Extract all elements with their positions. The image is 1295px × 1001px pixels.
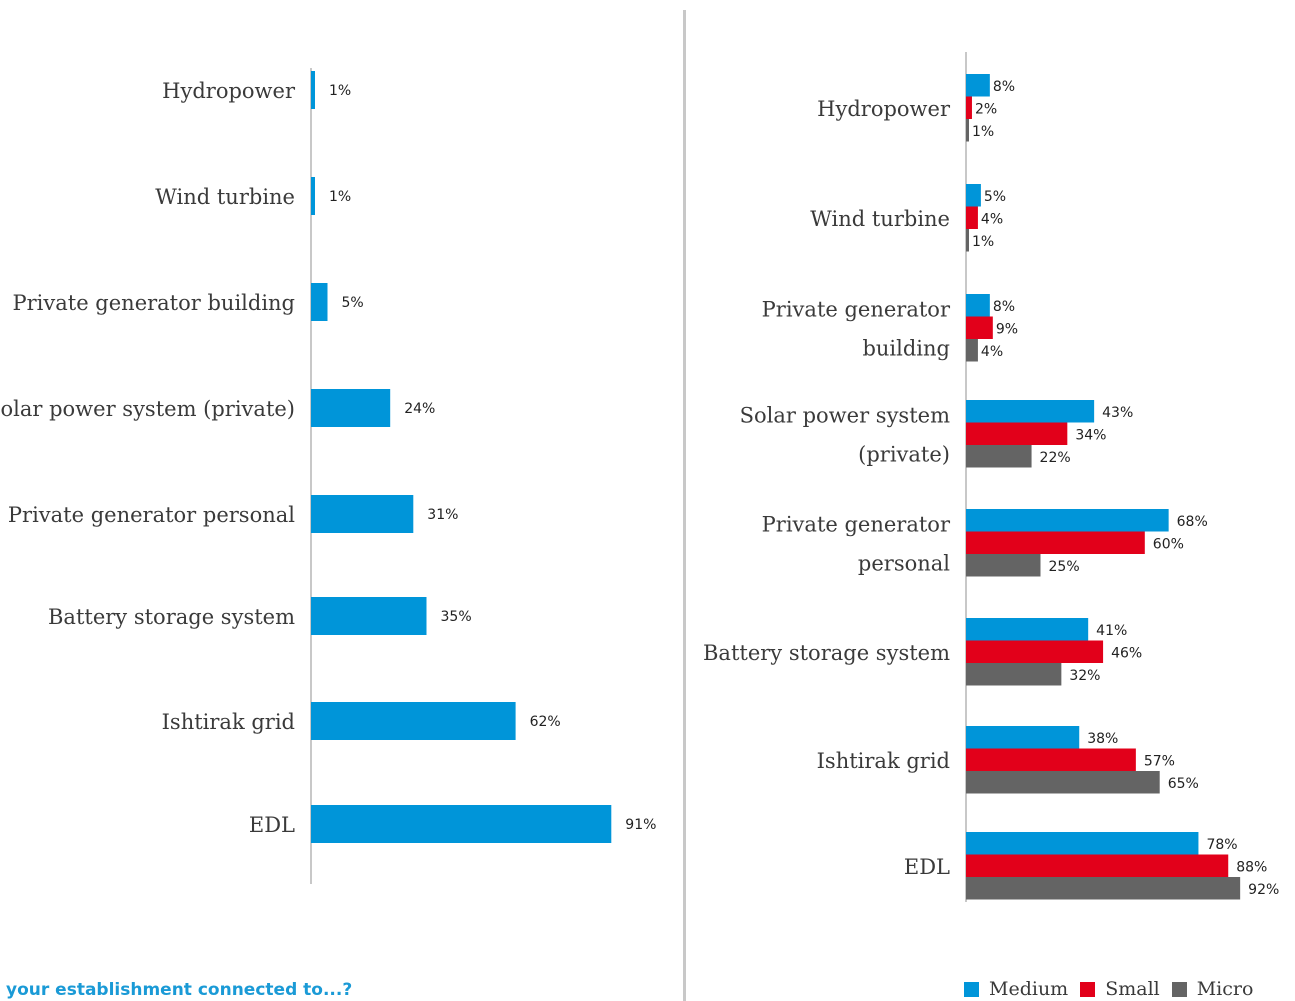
category-label-private-generator-personal: personal <box>858 551 950 575</box>
value-label-micro-private-generator-personal: 25% <box>1049 559 1080 575</box>
value-label-small-ishtirak-grid: 57% <box>1144 754 1175 770</box>
legend-label-medium: Medium <box>989 978 1069 1000</box>
value-label-micro-ishtirak-grid: 65% <box>1168 776 1199 792</box>
category-label-private-generator-personal: Private generator <box>762 512 951 536</box>
bar-small-wind-turbine <box>966 206 978 229</box>
bar-small-edl <box>966 854 1229 877</box>
single-series-bar-chart: 1% Hydropower 1% Wind turbine 5% Private gene… <box>0 68 656 884</box>
bar-small-private-generator-building <box>966 316 993 339</box>
value-label-micro-edl: 92% <box>1248 882 1279 898</box>
bar-medium-edl <box>966 832 1199 855</box>
value-label-battery-storage-system: 35% <box>441 609 472 625</box>
bar-small-hydropower <box>966 96 972 119</box>
bar-medium-private-generator-personal <box>966 509 1169 532</box>
category-label-solar-power-system-private: (private) <box>858 442 950 466</box>
bar-micro-private-generator-personal <box>966 554 1041 577</box>
value-label-medium-ishtirak-grid: 38% <box>1087 731 1118 747</box>
bar-micro-ishtirak-grid <box>966 771 1160 794</box>
value-label-small-solar-power-system-private: 34% <box>1075 428 1106 444</box>
category-label-battery-storage-system: Battery storage system <box>703 641 950 665</box>
bar-medium-private-generator-building <box>966 294 990 317</box>
value-label-ishtirak-grid: 62% <box>530 714 561 730</box>
category-label-solar-power-system-private: Solar power system (private) <box>0 397 295 421</box>
bar-small-solar-power-system-private <box>966 422 1068 445</box>
bar-edl <box>311 805 612 843</box>
value-label-medium-hydropower: 8% <box>993 79 1015 95</box>
value-label-medium-private-generator-personal: 68% <box>1177 514 1208 530</box>
value-label-hydropower: 1% <box>329 83 351 99</box>
category-label-private-generator-building: building <box>862 336 950 360</box>
value-label-small-wind-turbine: 4% <box>981 212 1003 228</box>
category-label-ishtirak-grid: Ishtirak grid <box>162 710 295 734</box>
value-label-private-generator-building: 5% <box>342 295 364 311</box>
category-label-edl: EDL <box>904 855 950 879</box>
bar-medium-ishtirak-grid <box>966 726 1080 749</box>
category-label-hydropower: Hydropower <box>162 79 296 103</box>
category-label-ishtirak-grid: Ishtirak grid <box>817 749 950 773</box>
grouped-bar-chart: 8% 2% 1% Hydropower 5% 4% 1% Wind turbine 8% 9% 4%… <box>688 0 1295 1001</box>
bar-medium-solar-power-system-private <box>966 400 1095 423</box>
right-chart-svg: 8% 2% 1% Hydropower 5% 4% 1% Wind turbine 8% 9% 4%… <box>703 52 1279 902</box>
bar-medium-wind-turbine <box>966 184 981 207</box>
bar-small-ishtirak-grid <box>966 748 1136 771</box>
bar-micro-wind-turbine <box>966 229 969 252</box>
value-label-small-hydropower: 2% <box>975 102 997 118</box>
category-label-private-generator-personal: Private generator personal <box>8 503 295 527</box>
bar-micro-edl <box>966 877 1241 900</box>
category-label-private-generator-building: Private generator building <box>12 291 295 315</box>
legend-item-medium: Medium <box>964 978 1068 1000</box>
bar-solar-power-system-private <box>311 389 391 427</box>
value-label-medium-edl: 78% <box>1206 837 1237 853</box>
value-label-small-private-generator-building: 9% <box>996 322 1018 338</box>
bar-micro-hydropower <box>966 119 969 142</box>
category-label-wind-turbine: Wind turbine <box>810 207 950 231</box>
value-label-micro-wind-turbine: 1% <box>972 234 994 250</box>
legend-label-micro: Micro <box>1196 978 1254 1000</box>
value-label-micro-solar-power-system-private: 22% <box>1040 450 1071 466</box>
value-label-wind-turbine: 1% <box>329 189 351 205</box>
legend-swatch-medium <box>964 981 979 997</box>
bar-battery-storage-system <box>311 597 427 635</box>
panel-divider <box>683 10 686 1001</box>
bar-medium-battery-storage-system <box>966 618 1089 641</box>
value-label-small-private-generator-personal: 60% <box>1153 537 1184 553</box>
legend-item-micro: Micro <box>1171 978 1254 1000</box>
value-label-private-generator-personal: 31% <box>427 507 458 523</box>
value-label-micro-hydropower: 1% <box>972 124 994 140</box>
category-label-hydropower: Hydropower <box>817 97 951 121</box>
bar-micro-solar-power-system-private <box>966 445 1032 468</box>
value-label-medium-battery-storage-system: 41% <box>1096 623 1127 639</box>
legend-label-small: Small <box>1105 978 1160 1000</box>
value-label-solar-power-system-private: 24% <box>404 401 435 417</box>
value-label-medium-private-generator-building: 8% <box>993 299 1015 315</box>
bar-wind-turbine <box>311 177 315 215</box>
value-label-edl: 91% <box>625 817 656 833</box>
bar-micro-battery-storage-system <box>966 663 1062 686</box>
bar-micro-private-generator-building <box>966 339 978 362</box>
legend-item-small: Small <box>1080 978 1160 1000</box>
category-label-wind-turbine: Wind turbine <box>155 185 295 209</box>
value-label-medium-solar-power-system-private: 43% <box>1102 405 1133 421</box>
value-label-small-battery-storage-system: 46% <box>1111 646 1142 662</box>
legend-swatch-micro <box>1171 981 1187 997</box>
bar-hydropower <box>311 71 315 109</box>
bar-private-generator-personal <box>311 495 414 533</box>
value-label-medium-wind-turbine: 5% <box>984 189 1006 205</box>
value-label-small-edl: 88% <box>1236 860 1267 876</box>
value-label-micro-private-generator-building: 4% <box>981 344 1003 360</box>
legend-swatch-small <box>1080 981 1096 997</box>
bar-private-generator-building <box>311 283 328 321</box>
category-label-private-generator-building: Private generator <box>762 297 951 321</box>
bar-small-private-generator-personal <box>966 531 1145 554</box>
category-label-battery-storage-system: Battery storage system <box>48 605 295 629</box>
chart-legend: Medium Small Micro <box>964 978 1265 1000</box>
left-chart-svg: 1% Hydropower 1% Wind turbine 5% Private gene… <box>0 68 656 884</box>
question-caption: your establishment connected to...? <box>6 980 353 1000</box>
category-label-edl: EDL <box>249 813 295 837</box>
value-label-micro-battery-storage-system: 32% <box>1069 668 1100 684</box>
category-label-solar-power-system-private: Solar power system <box>740 403 950 427</box>
bar-small-battery-storage-system <box>966 640 1104 663</box>
bar-ishtirak-grid <box>311 702 516 740</box>
bar-medium-hydropower <box>966 74 990 97</box>
